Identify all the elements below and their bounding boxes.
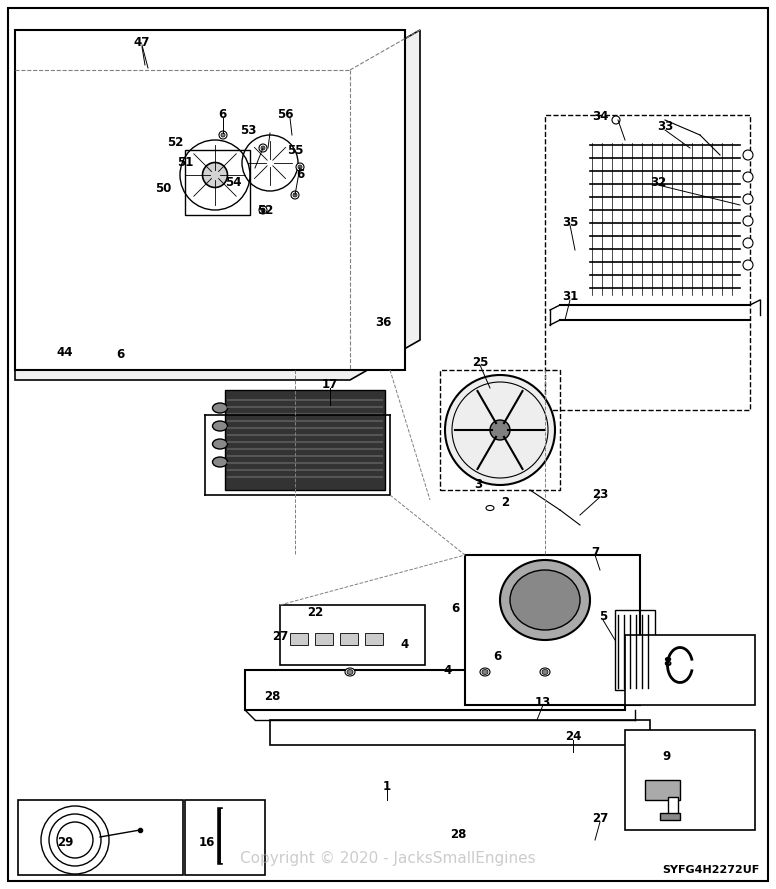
Ellipse shape [213,457,227,467]
Text: 16: 16 [199,836,215,848]
Bar [185,800,265,875]
Text: 53: 53 [240,124,256,137]
Circle shape [743,194,753,204]
Circle shape [743,260,753,270]
Text: 3: 3 [474,477,482,491]
Text: 52: 52 [257,204,273,217]
Text: 54: 54 [225,175,241,188]
Circle shape [261,208,265,212]
Text: 6: 6 [218,108,226,122]
Text: 28: 28 [450,829,466,842]
Text: 4: 4 [444,663,452,677]
Ellipse shape [345,668,355,676]
Bar [245,670,625,710]
Text: 31: 31 [562,291,578,303]
Circle shape [743,238,753,248]
Text: 9: 9 [663,750,671,764]
Bar [280,605,425,665]
Circle shape [612,116,620,124]
Text: 44: 44 [57,346,73,358]
Circle shape [259,144,267,152]
Text: SYFG4H2272UF: SYFG4H2272UF [663,865,760,875]
Ellipse shape [213,421,227,431]
Text: 1: 1 [383,781,391,794]
Bar [440,370,560,490]
Bar [185,150,250,215]
Circle shape [291,191,299,199]
Circle shape [219,131,227,139]
Text: 6: 6 [451,603,459,615]
Text: Copyright © 2020 - JacksSmallEngines: Copyright © 2020 - JacksSmallEngines [241,851,535,866]
Circle shape [221,133,225,137]
Circle shape [296,163,304,171]
Ellipse shape [213,403,227,413]
Text: 7: 7 [591,546,599,558]
Bar [225,390,385,490]
Ellipse shape [213,439,227,449]
Text: 28: 28 [264,691,280,703]
Bar [465,555,640,705]
Text: 29: 29 [57,836,73,848]
Bar [15,30,405,370]
Bar [545,115,750,410]
Text: 35: 35 [562,215,578,228]
Circle shape [293,193,297,197]
Text: 25: 25 [472,356,488,369]
Text: 6: 6 [493,651,501,663]
Ellipse shape [203,163,227,188]
Text: 6: 6 [116,348,124,361]
Text: 27: 27 [592,813,608,826]
Text: 50: 50 [155,181,171,195]
Bar [660,813,680,820]
Text: 51: 51 [177,156,193,169]
Ellipse shape [482,669,488,675]
Ellipse shape [510,570,580,630]
Bar [615,610,655,690]
Circle shape [490,420,510,440]
Ellipse shape [540,668,550,676]
Text: 6: 6 [296,169,304,181]
Bar [290,633,308,645]
Circle shape [259,206,267,214]
Bar [340,633,358,645]
Bar [625,730,755,830]
Bar [625,635,755,705]
Circle shape [743,216,753,226]
Text: 36: 36 [375,316,391,329]
Text: 4: 4 [401,638,409,652]
Circle shape [298,165,302,169]
Text: 13: 13 [535,695,551,709]
Circle shape [445,375,555,485]
Bar [18,800,183,875]
Text: 56: 56 [277,108,293,122]
Bar [270,720,650,745]
Text: 5: 5 [599,611,607,623]
Text: 47: 47 [133,36,151,49]
Text: 34: 34 [592,110,608,124]
Text: 2: 2 [501,495,509,509]
Ellipse shape [347,669,353,675]
Text: 52: 52 [167,135,183,148]
Ellipse shape [486,506,494,510]
Text: 8: 8 [663,655,671,669]
Text: 55: 55 [287,143,303,156]
Circle shape [261,146,265,150]
Text: 24: 24 [565,731,581,743]
Ellipse shape [500,560,590,640]
Bar [315,633,333,645]
Ellipse shape [480,668,490,676]
Circle shape [743,172,753,182]
Text: 23: 23 [592,487,608,501]
Text: 27: 27 [272,630,288,644]
Circle shape [743,150,753,160]
Bar [668,797,678,815]
Text: 32: 32 [650,175,666,188]
Polygon shape [15,30,420,380]
Text: 33: 33 [656,121,673,133]
Bar [365,633,383,645]
Text: 17: 17 [322,379,338,391]
Text: 22: 22 [307,605,323,619]
Bar [645,780,680,800]
Ellipse shape [542,669,548,675]
